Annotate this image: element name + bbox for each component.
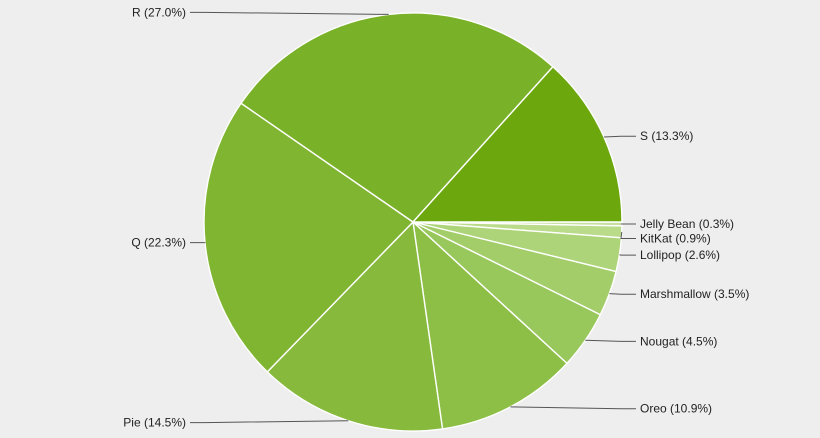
leader-line-s — [603, 135, 636, 138]
leader-line-oreo — [510, 406, 636, 410]
leader-line-marshmallow — [609, 293, 636, 295]
slice-r — [240, 12, 554, 223]
slice-q — [203, 102, 415, 373]
leader-line-kitkat — [620, 231, 636, 239]
slice-label-pie: Pie (14.5%) — [123, 416, 186, 430]
slice-label-q: Q (22.3%) — [131, 236, 186, 250]
slice-label-oreo: Oreo (10.9%) — [640, 402, 712, 416]
pie-slices — [203, 12, 623, 432]
leader-line-nougat — [585, 339, 636, 342]
slice-label-jelly-bean: Jelly Bean (0.3%) — [640, 217, 734, 231]
slice-label-nougat: Nougat (4.5%) — [640, 334, 717, 348]
leader-line-r — [190, 11, 389, 15]
slice-label-marshmallow: Marshmallow (3.5%) — [640, 287, 749, 301]
slice-label-kitkat: KitKat (0.9%) — [640, 231, 711, 245]
leader-line-pie — [190, 420, 349, 424]
slice-label-s: S (13.3%) — [640, 129, 693, 143]
slice-label-lollipop: Lollipop (2.6%) — [640, 248, 720, 262]
slice-s — [411, 65, 623, 223]
slice-oreo — [412, 220, 568, 430]
label-leader-lines — [190, 11, 636, 424]
slice-labels: S (13.3%) Jelly Bean (0.3%)KitKat (0.9%) L… — [123, 5, 749, 429]
slice-label-r: R (27.0%) — [132, 5, 186, 19]
